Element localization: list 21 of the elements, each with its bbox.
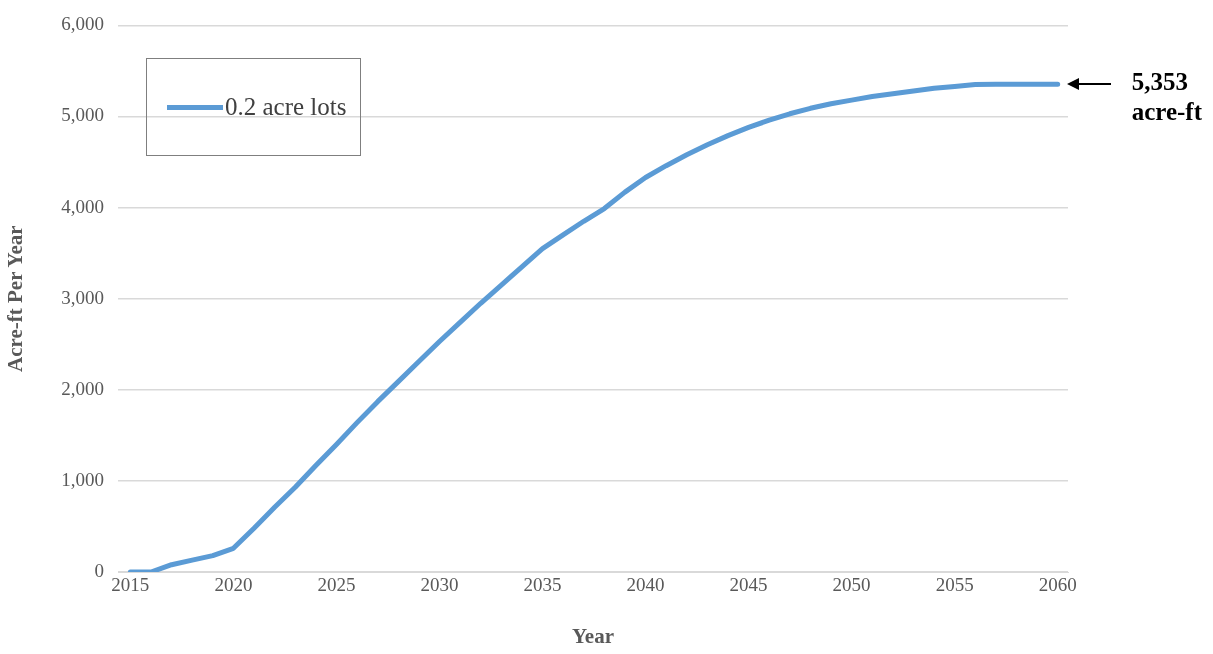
x-tick-label: 2020 bbox=[214, 574, 253, 596]
y-tick-label: 2,000 bbox=[61, 377, 104, 399]
x-tick-label: 2055 bbox=[935, 574, 974, 596]
y-tick-label: 6,000 bbox=[61, 13, 104, 35]
x-tick-label: 2050 bbox=[832, 574, 871, 596]
legend-label: 0.2 acre lots bbox=[225, 93, 347, 122]
x-tick-label: 2035 bbox=[523, 574, 562, 596]
x-tick-label: 2030 bbox=[420, 574, 459, 596]
x-axis-title: Year bbox=[572, 623, 614, 648]
y-tick-label: 0 bbox=[94, 559, 104, 581]
annotation: 5,353 acre-ft bbox=[1131, 67, 1202, 128]
y-tick-label: 5,000 bbox=[61, 104, 104, 126]
x-tick-label: 2025 bbox=[317, 574, 356, 596]
x-tick-label: 2040 bbox=[626, 574, 665, 596]
y-tick-label: 4,000 bbox=[61, 195, 104, 217]
y-tick-label: 1,000 bbox=[61, 468, 104, 490]
y-axis-title: Acre-ft Per Year bbox=[3, 225, 28, 372]
x-tick-label: 2015 bbox=[111, 574, 150, 596]
y-tick-label: 3,000 bbox=[61, 286, 104, 308]
x-tick-label: 2045 bbox=[729, 574, 768, 596]
x-tick-label: 2060 bbox=[1038, 574, 1077, 596]
